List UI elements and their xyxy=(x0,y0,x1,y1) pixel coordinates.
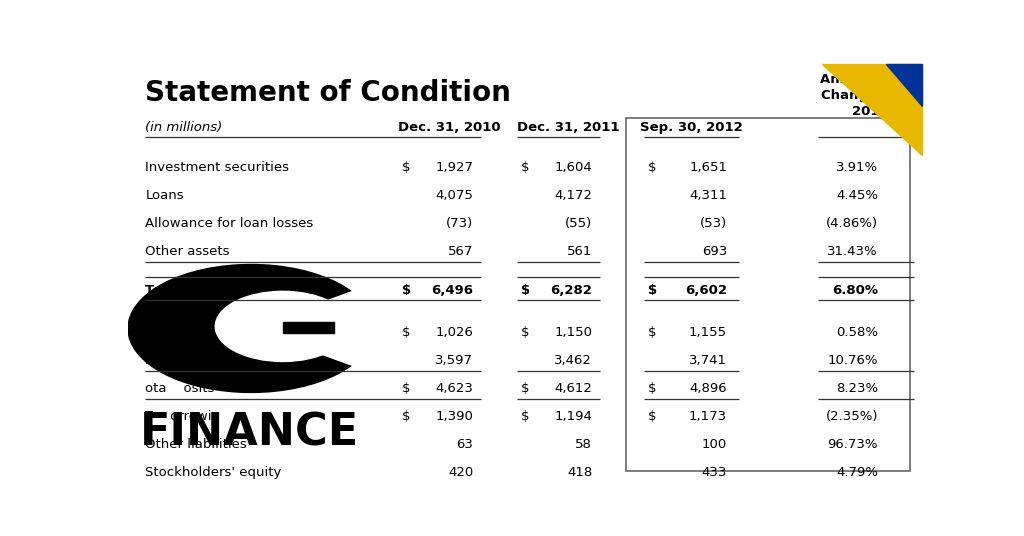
Text: $: $ xyxy=(521,161,529,174)
Text: 6,496: 6,496 xyxy=(431,284,473,296)
Text: (2.35%): (2.35%) xyxy=(825,410,878,423)
Text: 4,311: 4,311 xyxy=(689,189,727,202)
Text: (53): (53) xyxy=(700,217,727,230)
Text: 567: 567 xyxy=(447,245,473,258)
Text: Other liabilities: Other liabilities xyxy=(145,438,247,451)
Text: 31.43%: 31.43% xyxy=(827,245,878,258)
Text: Other assets: Other assets xyxy=(145,245,230,258)
Text: $: $ xyxy=(401,161,411,174)
Text: (73): (73) xyxy=(446,217,473,230)
Text: 58: 58 xyxy=(575,438,592,451)
Text: 6.80%: 6.80% xyxy=(831,284,878,296)
Text: 6,282: 6,282 xyxy=(550,284,592,296)
Text: 8.23%: 8.23% xyxy=(836,382,878,395)
Text: 1,173: 1,173 xyxy=(689,410,727,423)
Text: 4,075: 4,075 xyxy=(435,189,473,202)
Text: Dec. 31, 2011: Dec. 31, 2011 xyxy=(517,122,620,135)
Text: $: $ xyxy=(521,410,529,423)
Text: (in millions): (in millions) xyxy=(145,122,222,135)
Text: $: $ xyxy=(648,161,656,174)
Circle shape xyxy=(215,292,350,361)
Text: ota    osits: ota osits xyxy=(145,382,215,395)
Text: 6,602: 6,602 xyxy=(685,284,727,296)
Text: $: $ xyxy=(521,284,530,296)
Text: Annualized %
Change From
2011: Annualized % Change From 2011 xyxy=(819,73,921,118)
Text: 4,623: 4,623 xyxy=(435,382,473,395)
Text: (55): (55) xyxy=(565,217,592,230)
Text: $: $ xyxy=(401,382,411,395)
Text: 3.91%: 3.91% xyxy=(836,161,878,174)
Text: 1,194: 1,194 xyxy=(554,410,592,423)
Text: $: $ xyxy=(521,326,529,339)
Text: 1,651: 1,651 xyxy=(689,161,727,174)
Text: $: $ xyxy=(401,410,411,423)
Text: FINANCE: FINANCE xyxy=(140,411,359,455)
Text: 420: 420 xyxy=(447,466,473,479)
Text: 4.79%: 4.79% xyxy=(836,466,878,479)
Polygon shape xyxy=(822,64,922,155)
Text: 1,604: 1,604 xyxy=(555,161,592,174)
Text: 1,026: 1,026 xyxy=(435,326,473,339)
Text: Stockholders' equity: Stockholders' equity xyxy=(145,466,282,479)
Text: $: $ xyxy=(401,284,411,296)
Text: 100: 100 xyxy=(701,438,727,451)
Text: 433: 433 xyxy=(701,466,727,479)
Text: $: $ xyxy=(648,326,656,339)
Circle shape xyxy=(128,264,374,392)
Text: $: $ xyxy=(401,326,411,339)
Text: 10.76%: 10.76% xyxy=(827,354,878,367)
Bar xyxy=(283,322,334,333)
Text: 3,462: 3,462 xyxy=(554,354,592,367)
Text: $: $ xyxy=(521,382,529,395)
Bar xyxy=(259,311,342,333)
Text: 1,390: 1,390 xyxy=(435,410,473,423)
Text: Dec. 31, 2010: Dec. 31, 2010 xyxy=(398,122,501,135)
Wedge shape xyxy=(251,289,382,368)
Text: N  interest bearing deposits: N interest bearing deposits xyxy=(145,326,331,339)
Text: 561: 561 xyxy=(567,245,592,258)
Text: Investment securities: Investment securities xyxy=(145,161,290,174)
Text: interest bearing deposits: interest bearing deposits xyxy=(145,354,312,367)
Text: 4,896: 4,896 xyxy=(689,382,727,395)
Polygon shape xyxy=(886,64,922,106)
Text: Statement of Condition: Statement of Condition xyxy=(145,79,511,107)
Text: 3,597: 3,597 xyxy=(435,354,473,367)
Text: 1,150: 1,150 xyxy=(554,326,592,339)
Text: 63: 63 xyxy=(457,438,473,451)
Text: Total assets: Total assets xyxy=(145,284,234,296)
Text: 4.45%: 4.45% xyxy=(836,189,878,202)
Text: 693: 693 xyxy=(701,245,727,258)
Text: 1,927: 1,927 xyxy=(435,161,473,174)
Text: 96.73%: 96.73% xyxy=(827,438,878,451)
Text: (4.86%): (4.86%) xyxy=(825,217,878,230)
Text: 1,155: 1,155 xyxy=(689,326,727,339)
Text: 4,172: 4,172 xyxy=(554,189,592,202)
Text: Allowance for loan losses: Allowance for loan losses xyxy=(145,217,313,230)
Text: $: $ xyxy=(648,410,656,423)
Text: 418: 418 xyxy=(567,466,592,479)
Text: $: $ xyxy=(648,284,657,296)
Text: 4,612: 4,612 xyxy=(554,382,592,395)
Text: $: $ xyxy=(648,382,656,395)
Text: 3,741: 3,741 xyxy=(689,354,727,367)
Text: Loans: Loans xyxy=(145,189,184,202)
Text: Sep. 30, 2012: Sep. 30, 2012 xyxy=(640,122,742,135)
Text: T    orrowi: T orrowi xyxy=(145,410,212,423)
Text: 0.58%: 0.58% xyxy=(836,326,878,339)
Bar xyxy=(626,118,909,471)
